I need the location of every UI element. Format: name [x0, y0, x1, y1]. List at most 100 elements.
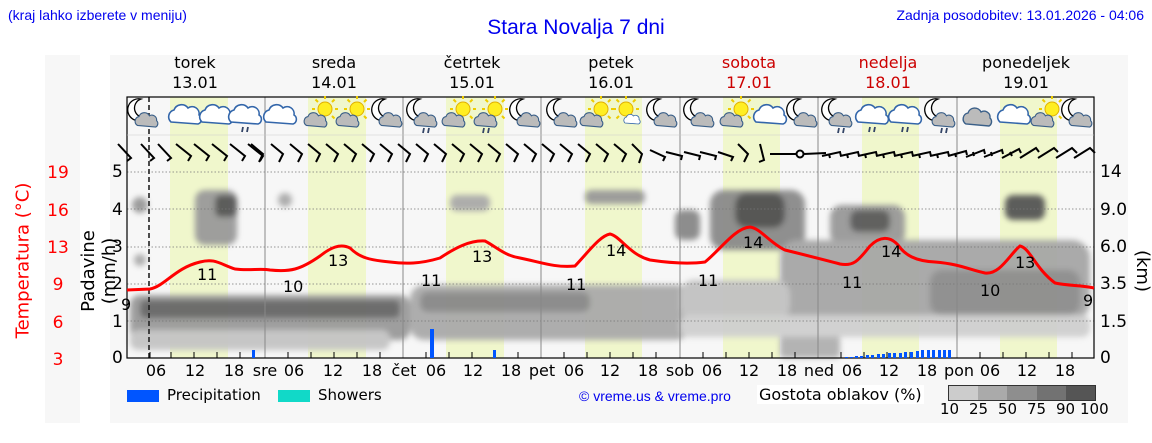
day-date: 15.01	[449, 73, 495, 92]
precipitation-swatch	[127, 390, 159, 402]
temperature-value-labels: 9 11 10 13 11 13 11 14 11 14 11 14 10 13…	[121, 233, 1093, 314]
temp-tick: 16	[47, 201, 69, 221]
svg-text:11: 11	[698, 271, 718, 290]
precip-tick: 1	[112, 312, 123, 332]
density-step	[949, 386, 979, 400]
svg-text:14: 14	[881, 242, 901, 261]
temperature-axis-strip	[45, 55, 80, 423]
cloud-height-tick: 6.0	[1100, 237, 1128, 257]
density-tick: 90	[1056, 400, 1076, 418]
day-separators	[264, 97, 958, 358]
wind-barbs	[117, 143, 1096, 164]
x-tick: 06	[425, 361, 447, 380]
temp-tick: 3	[52, 350, 64, 370]
x-tick: 18	[1054, 361, 1076, 380]
x-tick-day: pon	[943, 361, 975, 380]
day-date: 13.01	[172, 73, 218, 92]
x-tick: 06	[563, 361, 585, 380]
svg-text:11: 11	[842, 273, 862, 292]
cloud-height-tick: 3.5	[1100, 274, 1128, 294]
x-tick: 18	[223, 361, 245, 380]
svg-text:9: 9	[121, 295, 131, 314]
x-tick: 12	[184, 361, 206, 380]
svg-text:9: 9	[1083, 291, 1093, 310]
svg-text:13: 13	[328, 251, 348, 270]
x-tick: 12	[1016, 361, 1038, 380]
density-tick: 10	[940, 400, 960, 418]
density-tick: 100	[1080, 400, 1109, 418]
density-step	[1036, 386, 1066, 400]
day-name: ponedeljek	[982, 53, 1070, 72]
svg-text:10: 10	[980, 281, 1000, 300]
svg-text:11: 11	[197, 265, 217, 284]
x-tick: 12	[878, 361, 900, 380]
location-menu-hint[interactable]: (kraj lahko izberete v meniju)	[8, 7, 187, 23]
x-tick: 18	[637, 361, 659, 380]
x-tick-day: čet	[391, 361, 417, 380]
density-step	[978, 386, 1008, 400]
day-date: 19.01	[1003, 73, 1049, 92]
precipitation-bars	[252, 329, 951, 358]
svg-text:11: 11	[566, 275, 586, 294]
temp-tick: 6	[52, 313, 64, 333]
precipitation-legend-label: Precipitation	[167, 386, 261, 404]
showers-swatch	[278, 390, 310, 402]
precip-tick: 4	[112, 200, 123, 220]
precip-tick: 2	[112, 274, 123, 294]
x-tick: 06	[283, 361, 305, 380]
showers-legend-label: Showers	[318, 386, 382, 404]
temperature-line	[126, 225, 1095, 292]
x-tick: 12	[462, 361, 484, 380]
x-tick: 12	[322, 361, 344, 380]
x-tick: 12	[738, 361, 760, 380]
x-tick: 06	[701, 361, 723, 380]
svg-text:13: 13	[1015, 253, 1035, 272]
temp-tick: 9	[52, 275, 64, 295]
x-tick: 18	[500, 361, 522, 380]
svg-text:14: 14	[743, 233, 763, 252]
x-tick: 06	[979, 361, 1001, 380]
x-tick-day: sob	[665, 361, 695, 380]
day-name: petek	[588, 53, 634, 72]
x-tick: 18	[916, 361, 938, 380]
cloud-height-tick: 0	[1100, 348, 1111, 368]
temp-tick: 19	[47, 163, 69, 183]
x-tick: 18	[361, 361, 383, 380]
grid-lines	[127, 171, 1094, 322]
svg-text:11: 11	[421, 271, 441, 290]
precip-tick: 0	[112, 348, 123, 368]
day-date-weekend: 17.01	[726, 73, 772, 92]
x-tick: 06	[145, 361, 167, 380]
density-step	[1065, 386, 1096, 400]
page-title: Stara Novalja 7 dni	[487, 16, 665, 39]
x-tick: 12	[599, 361, 621, 380]
cloud-density-scale	[948, 385, 1096, 401]
day-name: četrtek	[443, 53, 501, 72]
day-date-weekend: 18.01	[865, 73, 911, 92]
temp-tick: 13	[47, 238, 69, 258]
precip-tick: 3	[112, 237, 123, 257]
day-name: torek	[174, 53, 216, 72]
cloud-height-tick: 14	[1100, 162, 1122, 182]
cloud-height-tick: 9.0	[1100, 200, 1128, 220]
cloud-density-label: Gostota oblakov (%)	[757, 385, 924, 404]
density-tick: 50	[998, 400, 1018, 418]
density-tick: 25	[969, 400, 989, 418]
density-tick: 75	[1027, 400, 1047, 418]
day-name: sreda	[311, 53, 357, 72]
svg-text:10: 10	[283, 277, 303, 296]
svg-text:14: 14	[606, 241, 626, 260]
cloud-height-tick: 1.5	[1100, 312, 1128, 332]
density-step	[1007, 386, 1037, 400]
last-update: Zadnja posodobitev: 13.01.2026 - 04:06	[896, 7, 1144, 23]
day-name-weekend: nedelja	[858, 53, 918, 72]
day-date: 14.01	[311, 73, 357, 92]
copyright-link[interactable]: © vreme.us & vreme.pro	[579, 388, 731, 404]
x-tick: 18	[776, 361, 798, 380]
day-name-weekend: sobota	[721, 53, 777, 72]
x-tick: 06	[841, 361, 863, 380]
precip-tick: 5	[112, 162, 123, 182]
x-tick-day: pet	[528, 361, 556, 380]
day-date: 16.01	[588, 73, 634, 92]
